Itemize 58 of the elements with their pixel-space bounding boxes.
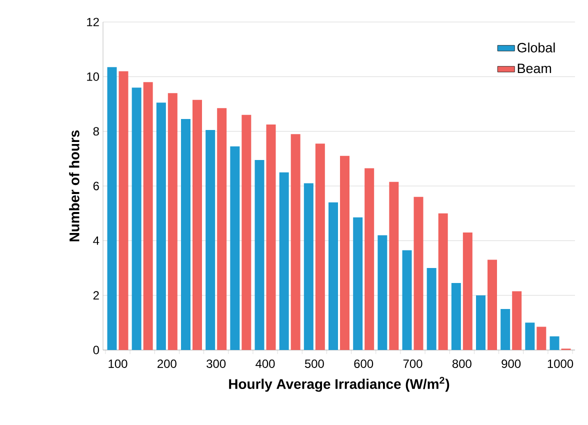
bar	[242, 114, 252, 350]
bar	[181, 119, 191, 350]
bar	[230, 146, 240, 350]
bar	[279, 172, 289, 350]
y-tick-label: 6	[93, 182, 99, 190]
y-axis-title: Number of hours	[69, 130, 80, 242]
y-tick-label: 2	[93, 291, 99, 300]
bar	[414, 196, 424, 350]
bar	[143, 82, 153, 350]
bar	[328, 202, 338, 350]
bar	[525, 322, 535, 350]
bar	[132, 88, 142, 350]
bar	[364, 168, 374, 350]
y-tick-label: 0	[93, 346, 100, 354]
x-tick-label: 100	[108, 360, 128, 368]
bar	[476, 295, 486, 350]
x-tick-label: 600	[354, 360, 374, 368]
bar	[378, 235, 388, 350]
x-tick-label: 200	[158, 360, 176, 368]
bar	[402, 250, 412, 350]
bar	[107, 67, 117, 350]
x-tick-label: 700	[403, 360, 422, 368]
bar	[550, 336, 560, 350]
y-tick-label: 12	[87, 18, 99, 26]
bar	[462, 232, 472, 350]
bar	[266, 124, 276, 350]
bar	[315, 144, 325, 350]
bar	[536, 326, 546, 350]
y-tick-label: 8	[93, 127, 99, 136]
x-tick-label: 400	[256, 360, 275, 368]
bar	[500, 309, 510, 350]
x-axis-title: Hourly Average Irradiance (W/m$^{2}$)	[229, 376, 450, 392]
bar	[192, 100, 202, 350]
y-tick-label: 4	[93, 236, 100, 245]
x-tick-label: 300	[206, 360, 226, 368]
bar	[426, 268, 436, 350]
bar	[451, 283, 461, 350]
bar	[340, 156, 350, 350]
bar	[488, 260, 497, 350]
bar	[168, 93, 178, 350]
bar	[156, 102, 166, 350]
bar	[206, 130, 216, 350]
bar	[217, 108, 227, 350]
legend-label: Global	[517, 42, 555, 52]
bar	[290, 134, 300, 350]
bar	[254, 160, 264, 350]
y-tick-label: 10	[87, 72, 100, 81]
bar	[304, 183, 314, 350]
bar	[389, 182, 399, 350]
bar	[438, 213, 448, 350]
x-tick-label: 900	[502, 360, 521, 368]
x-tick-label: 500	[304, 360, 324, 368]
bar	[353, 217, 363, 350]
x-tick-label: 1000	[548, 360, 574, 368]
x-tick-label: 800	[452, 360, 472, 368]
bar	[118, 71, 128, 350]
legend-label: Beam	[518, 64, 552, 74]
bar	[512, 291, 522, 350]
